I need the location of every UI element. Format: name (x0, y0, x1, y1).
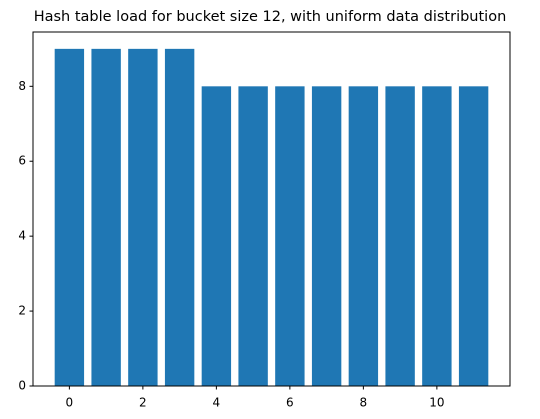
bar (128, 48, 158, 386)
bar (348, 86, 379, 387)
x-tick-label: 0 (66, 396, 74, 410)
x-tick-label: 2 (139, 396, 147, 410)
bar (422, 86, 452, 387)
x-tick-label: 4 (213, 396, 221, 410)
x-tick-label: 10 (429, 396, 444, 410)
x-tick-label: 8 (360, 396, 368, 410)
y-tick-label: 2 (18, 304, 26, 318)
y-tick-label: 8 (18, 79, 26, 93)
y-tick-label: 0 (18, 379, 26, 393)
bar (238, 86, 268, 387)
bar (458, 86, 489, 387)
y-tick-label: 6 (18, 154, 26, 168)
bar (311, 86, 342, 387)
axes-frame (32, 31, 511, 387)
y-tick-label: 4 (18, 229, 26, 243)
bar (201, 86, 232, 387)
bar (385, 86, 415, 387)
bar (275, 86, 305, 387)
x-tick-label: 6 (286, 396, 294, 410)
bar (54, 48, 85, 386)
chart-title: Hash table load for bucket size 12, with… (34, 9, 507, 25)
bar (91, 48, 121, 386)
bar (164, 48, 195, 386)
